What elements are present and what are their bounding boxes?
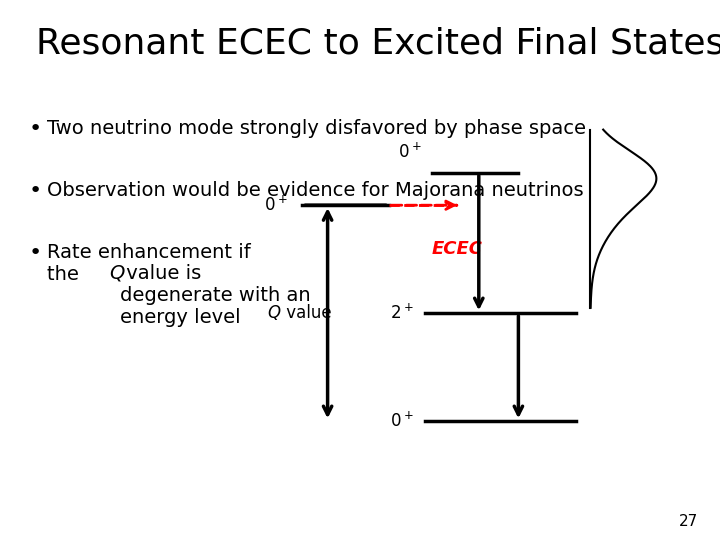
Text: Two neutrino mode strongly disfavored by phase space: Two neutrino mode strongly disfavored by… [47,119,586,138]
Text: $0^+$: $0^+$ [397,143,421,162]
Text: Observation would be evidence for Majorana neutrinos: Observation would be evidence for Majora… [47,181,583,200]
Text: value is
degenerate with an
energy level: value is degenerate with an energy level [120,264,311,327]
Text: Rate enhancement if
the: Rate enhancement if the [47,243,251,284]
Text: Q: Q [109,264,125,282]
Text: $0^+$: $0^+$ [264,195,288,215]
Text: $2^+$: $2^+$ [390,303,414,323]
Text: •: • [29,243,42,263]
Text: •: • [29,119,42,139]
Text: Resonant ECEC to Excited Final States: Resonant ECEC to Excited Final States [36,27,720,61]
Text: •: • [29,181,42,201]
Text: ECEC: ECEC [432,240,483,258]
Text: Q: Q [268,304,281,322]
Text: value: value [281,304,331,322]
Text: 27: 27 [679,514,698,529]
Text: $0^+$: $0^+$ [390,411,414,431]
